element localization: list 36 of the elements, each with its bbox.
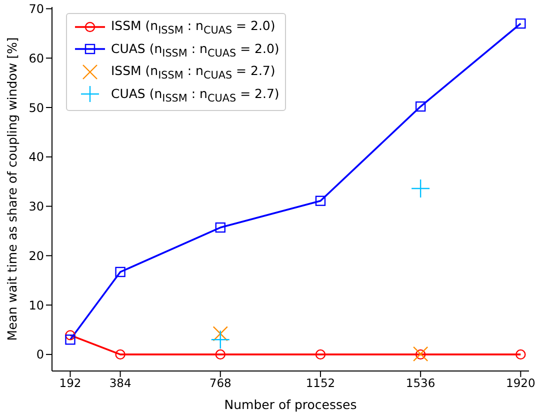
- point: [115, 266, 126, 278]
- point: [516, 18, 526, 29]
- y-tick-label: 10: [28, 298, 44, 312]
- x-tick-label: 1920: [506, 376, 536, 390]
- y-tick-label: 60: [28, 51, 44, 66]
- point: [412, 346, 428, 362]
- x-axis-title: Number of processes: [224, 397, 357, 412]
- point: [415, 101, 426, 112]
- legend-label: CUAS (n$_{ISSM}$ : n$_{CUAS}$ = 2.0): [110, 40, 280, 59]
- x-tick-label: 192: [59, 376, 82, 390]
- y-axis-title: Mean wait time as share of coupling window [%]: [4, 37, 20, 341]
- point: [415, 349, 426, 360]
- point: [65, 334, 76, 345]
- point: [65, 330, 76, 340]
- point: [215, 222, 226, 233]
- point: [212, 326, 228, 342]
- legend-label: ISSM (n$_{ISSM}$ : n$_{CUAS}$ = 2.0): [110, 18, 276, 36]
- point: [210, 330, 230, 350]
- y-tick-label: 0: [36, 348, 44, 362]
- x-tick-label: 768: [209, 376, 232, 390]
- point: [315, 349, 326, 360]
- legend-label: CUAS (n$_{ISSM}$ : n$_{CUAS}$ = 2.7): [110, 86, 280, 104]
- y-tick-label: 40: [28, 150, 44, 164]
- point: [115, 349, 126, 360]
- y-tick-label: 30: [28, 200, 44, 214]
- legend-label: ISSM (n$_{ISSM}$ : n$_{CUAS}$ = 2.7): [110, 63, 276, 82]
- point: [410, 178, 430, 198]
- y-tick-label: 20: [28, 248, 44, 263]
- x-tick-label: 1536: [406, 376, 436, 390]
- point: [516, 349, 526, 360]
- y-tick-label: 70: [28, 2, 44, 16]
- x-tick-label: 1152: [306, 376, 336, 390]
- y-tick-label: 50: [28, 100, 44, 115]
- x-tick-label: 384: [109, 376, 132, 390]
- point: [215, 349, 226, 360]
- point: [315, 196, 326, 206]
